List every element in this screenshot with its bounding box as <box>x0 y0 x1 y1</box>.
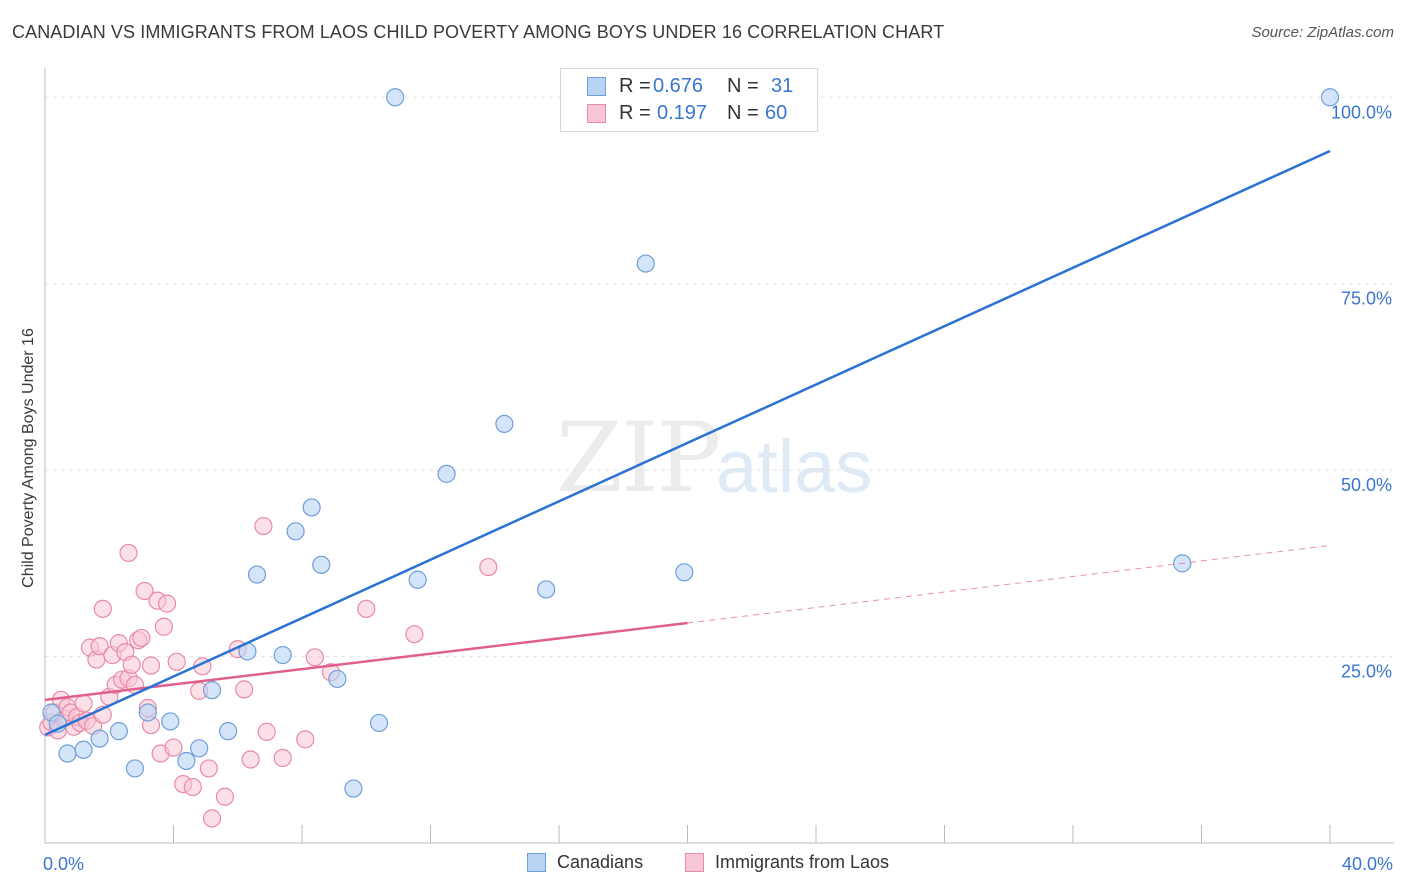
laos-point <box>157 594 177 613</box>
canadians-point <box>302 498 321 517</box>
canadians-point <box>202 681 222 700</box>
n-label: N = <box>727 102 759 124</box>
series-legend: Canadians Immigrants from Laos <box>0 852 1406 876</box>
y-tick-label: 50.0% <box>1341 475 1392 495</box>
laos-point <box>154 617 173 636</box>
laos-point <box>90 637 109 656</box>
legend-label-laos: Immigrants from Laos <box>715 852 890 872</box>
canadians-point <box>370 713 389 733</box>
r-label: R = <box>619 102 651 124</box>
laos-point <box>241 750 260 769</box>
canadians-point <box>74 740 93 759</box>
canadians-point <box>636 254 655 273</box>
canadians-point <box>273 645 292 665</box>
y-tick-label: 75.0% <box>1341 289 1392 309</box>
laos-point <box>199 759 218 778</box>
laos-point <box>122 655 141 674</box>
n-label: N = <box>727 75 759 97</box>
canadians-point <box>408 570 427 589</box>
canadians-trend-line <box>44 149 1331 737</box>
laos-point <box>202 809 222 828</box>
laos-point <box>164 738 183 757</box>
r-label: R = <box>619 75 651 97</box>
laos-point <box>119 543 138 563</box>
laos-point <box>296 730 315 749</box>
watermark-zip: ZIP <box>556 402 721 514</box>
legend-label-canadians: Canadians <box>557 852 644 872</box>
laos-point <box>74 694 93 713</box>
chart-title: CANADIAN VS IMMIGRANTS FROM LAOS CHILD P… <box>12 22 945 42</box>
canadians-point <box>90 729 109 748</box>
laos-point <box>183 777 202 797</box>
n-value: 60 <box>765 102 788 124</box>
y-tick-label: 25.0% <box>1341 662 1392 682</box>
canadians-point <box>109 722 128 741</box>
canadians-point <box>177 751 196 771</box>
laos-point <box>215 787 234 806</box>
laos-legend-swatch <box>685 853 704 872</box>
n-value: 31 <box>771 75 794 97</box>
canadians-point <box>537 580 556 599</box>
laos-point <box>254 516 273 536</box>
canadians-point <box>437 464 456 483</box>
canadians-point <box>161 712 180 731</box>
laos-point <box>141 656 161 675</box>
canadians-point <box>495 414 514 434</box>
canadians-swatch <box>587 77 606 96</box>
r-value: 0.197 <box>657 102 708 124</box>
canadians-point <box>675 563 694 582</box>
x-tick-label: 40.0% <box>1342 854 1393 874</box>
canadians-point <box>219 722 238 741</box>
laos-point <box>273 748 292 768</box>
laos-point <box>167 652 186 671</box>
laos-point <box>257 722 276 741</box>
laos-point <box>135 581 154 601</box>
canadians-point <box>138 703 157 722</box>
watermark-atlas: atlas <box>716 425 873 508</box>
stats-legend: R = 0.676 N = 31 R = 0.197 N = 60 <box>560 68 818 132</box>
canadians-point <box>1320 88 1340 107</box>
laos-point <box>132 628 151 648</box>
r-value: 0.676 <box>653 75 704 97</box>
canadians-point <box>344 779 363 798</box>
canadians-point <box>328 669 347 689</box>
y-tick-label: 100.0% <box>1331 102 1392 122</box>
canadians-point <box>312 555 331 574</box>
canadians-point <box>286 522 305 541</box>
canadians-point <box>247 565 267 584</box>
x-tick-label: 0.0% <box>43 854 84 874</box>
canadians-point <box>190 739 209 758</box>
source-label: Source: ZipAtlas.com <box>1251 24 1394 41</box>
canadians-point <box>386 88 405 107</box>
canadians-point <box>125 759 145 778</box>
laos-point <box>93 599 112 618</box>
laos-swatch <box>587 104 606 123</box>
laos-point <box>405 625 424 644</box>
laos-point <box>235 680 254 699</box>
laos-point <box>357 599 376 618</box>
laos-trend-extension <box>687 544 1331 624</box>
canadians-legend-swatch <box>527 853 546 872</box>
laos-point <box>305 648 324 667</box>
canadians-point <box>58 744 77 763</box>
laos-point <box>479 557 498 577</box>
